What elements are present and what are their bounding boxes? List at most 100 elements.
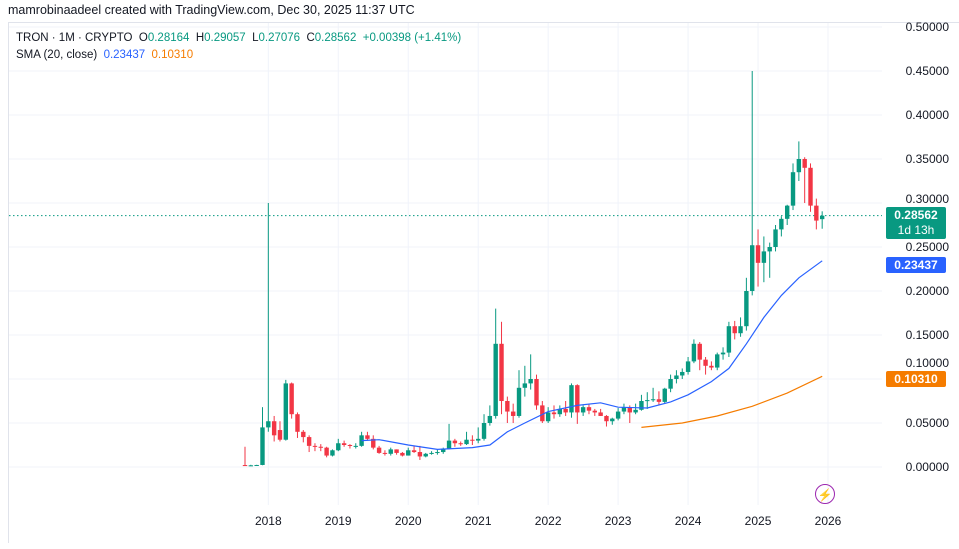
candle-body (470, 439, 475, 441)
open-value: 0.28164 (147, 32, 190, 44)
last-price: 0.28562 (894, 208, 938, 222)
x-tick-label: 2022 (534, 514, 562, 528)
candle-body (715, 354, 720, 368)
candle-body (604, 415, 609, 422)
sma1-value: 0.23437 (103, 49, 146, 61)
y-tick-label: 0.15000 (905, 328, 949, 342)
candle-body (732, 326, 737, 334)
candle-body (726, 326, 732, 353)
sma-label[interactable]: SMA (20, close) (16, 49, 98, 61)
candle-body (621, 407, 627, 412)
candle-body (545, 412, 551, 422)
candle-body (376, 447, 382, 453)
candle-body (306, 437, 312, 446)
y-tick-label: 0.50000 (905, 20, 949, 34)
candle-body (266, 421, 271, 428)
candle-body (435, 452, 440, 454)
candle-body (499, 343, 504, 401)
high-value: 0.29057 (204, 32, 246, 44)
y-tick-label: 0.25000 (905, 240, 949, 254)
candle-body (516, 387, 522, 416)
candle-body (814, 205, 819, 221)
candle-body (761, 251, 767, 263)
candle-body (394, 449, 399, 453)
candle-body (388, 449, 393, 454)
candle-body (534, 379, 539, 406)
candle-body (773, 229, 778, 247)
x-tick-label: 2018 (254, 514, 282, 528)
candle-body (755, 245, 761, 263)
candle-body (750, 245, 755, 291)
candle-body (406, 450, 411, 456)
sma2-price-tag: 0.10310 (886, 371, 946, 387)
low-label: L (252, 32, 259, 44)
candle-body (615, 411, 621, 419)
candle-body (703, 359, 708, 366)
candle-body (819, 215, 825, 220)
candle-body (510, 411, 516, 416)
lightning-icon[interactable]: ⚡ (815, 484, 835, 504)
candle-body (767, 247, 772, 252)
x-tick-label: 2025 (744, 514, 772, 528)
y-tick-label: 0.20000 (905, 284, 949, 298)
x-tick-label: 2026 (814, 514, 842, 528)
candle-body (656, 399, 662, 402)
candle-body (487, 415, 493, 423)
chart-pane[interactable] (8, 22, 959, 543)
candle-body (738, 326, 743, 334)
candle-body (610, 418, 615, 422)
candle-body (720, 352, 726, 355)
candle-body (318, 446, 323, 448)
candle-body (330, 450, 335, 456)
candle-body (522, 383, 528, 388)
candle-body (697, 343, 702, 360)
candle-body (336, 443, 341, 451)
candle-body (650, 399, 656, 401)
candle-body (359, 435, 364, 446)
candle-body (411, 450, 417, 453)
candle-body (242, 465, 248, 467)
open-label: O (138, 32, 148, 44)
candle-body (540, 405, 545, 422)
sma-long-line (641, 375, 823, 428)
candle-body (476, 438, 481, 441)
x-tick-label: 2024 (674, 514, 702, 528)
candle-body (464, 439, 469, 445)
low-value: 0.27076 (258, 32, 301, 44)
candle-body (639, 401, 644, 410)
candle-body (563, 408, 568, 413)
x-tick-label: 2019 (324, 514, 352, 528)
y-tick-label: 0.45000 (905, 64, 949, 78)
close-label: C (306, 32, 315, 44)
candle-body (493, 343, 498, 416)
candle-body (586, 407, 592, 411)
candle-body (423, 453, 428, 457)
candle-body (592, 410, 597, 413)
candle-body (441, 448, 446, 453)
candle-body (796, 159, 802, 173)
candle-body (709, 365, 714, 368)
candle-body (779, 218, 784, 230)
candle-body (301, 431, 306, 438)
symbol-legend: TRON · 1M · CRYPTO O0.28164 H0.29057 L0.… (16, 32, 461, 44)
candle-body (627, 407, 632, 413)
candle-body (353, 445, 358, 447)
candle-body (260, 427, 265, 465)
candle-body (481, 423, 487, 439)
candle-body (557, 408, 563, 415)
candle-body (417, 452, 423, 457)
symbol-name[interactable]: TRON · 1M · CRYPTO (16, 32, 133, 44)
credit-text: mamrobinaadeel created with TradingView.… (8, 3, 415, 17)
y-tick-label: 0.10000 (905, 356, 949, 370)
candle-body (575, 385, 580, 413)
candle-body (691, 343, 697, 362)
candle-body (668, 379, 673, 389)
y-tick-label: 0.40000 (905, 108, 949, 122)
y-tick-label: 0.05000 (905, 416, 949, 430)
x-tick-label: 2021 (464, 514, 492, 528)
candle-body (674, 375, 679, 379)
candle-body (312, 445, 318, 447)
x-tick-label: 2020 (394, 514, 422, 528)
